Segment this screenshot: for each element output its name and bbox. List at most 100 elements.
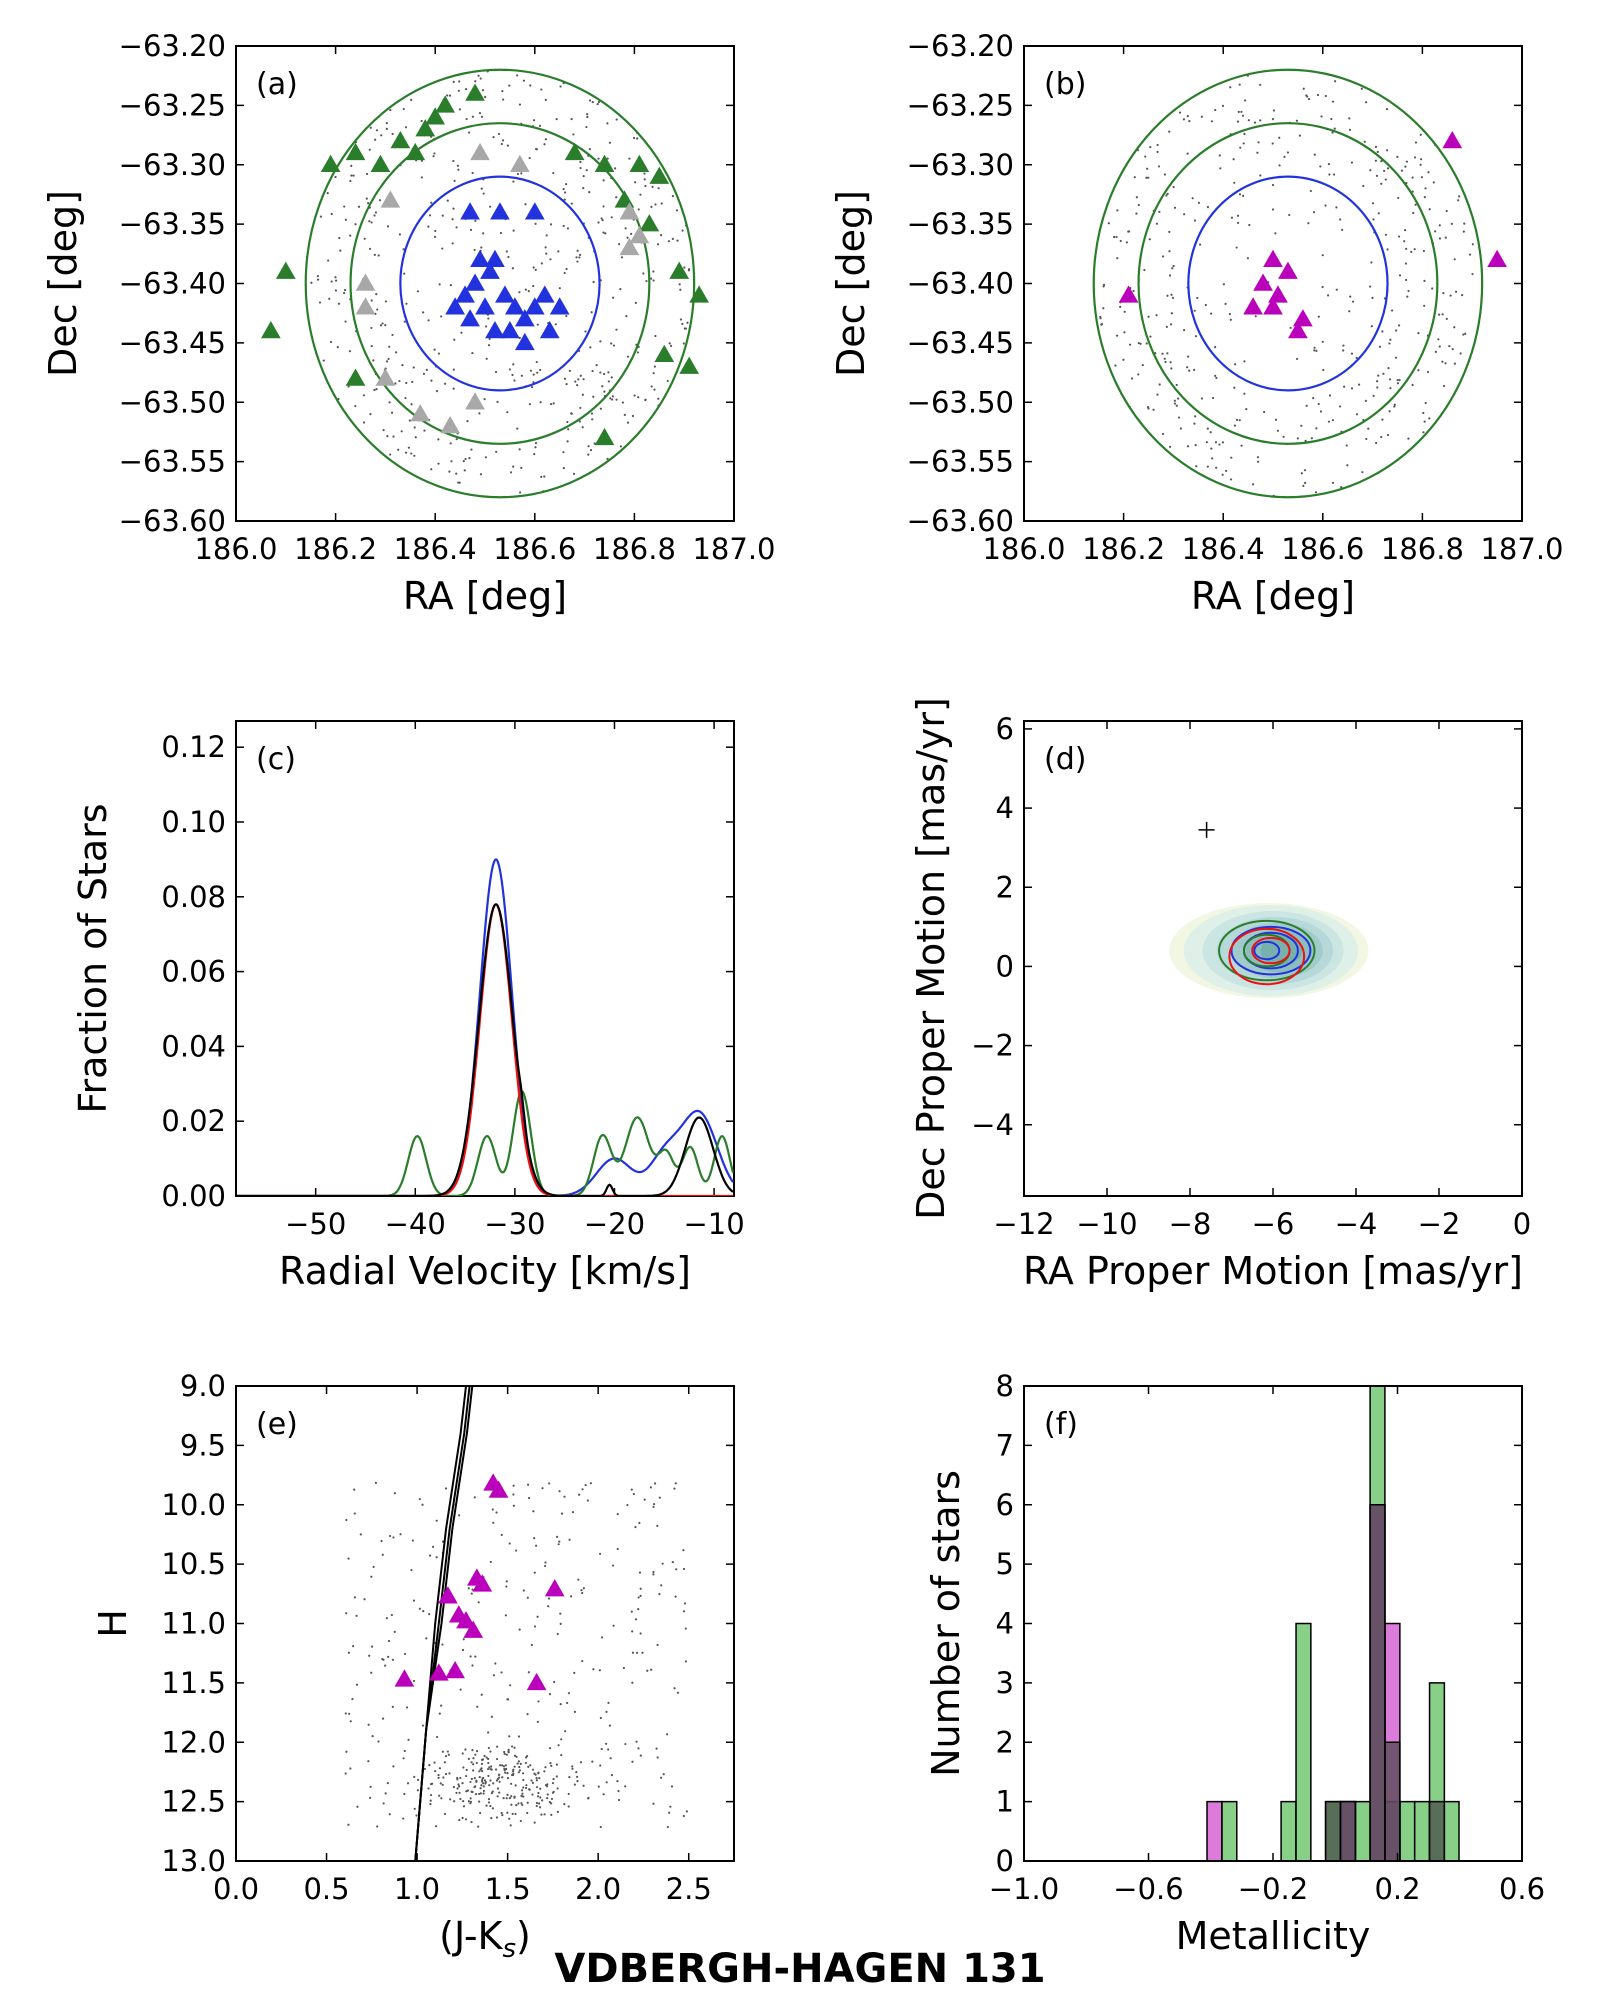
y-tick-label: 6 bbox=[996, 712, 1014, 746]
field-star-dot bbox=[634, 301, 637, 304]
cmd-star-dot bbox=[515, 1804, 518, 1807]
field-star-dot bbox=[1259, 174, 1262, 177]
field-star-dot bbox=[407, 446, 411, 449]
cmd-star-dot bbox=[635, 1651, 639, 1654]
field-star-dot bbox=[1271, 183, 1275, 187]
field-star-dot bbox=[1253, 121, 1257, 124]
cmd-star-dot bbox=[517, 1760, 520, 1763]
field-star-dot bbox=[1149, 145, 1152, 149]
field-star-dot bbox=[1102, 307, 1105, 310]
field-star-dot bbox=[385, 122, 388, 125]
cmd-star-dot bbox=[406, 1782, 410, 1785]
field-star-dot bbox=[1123, 310, 1126, 313]
cmd-star-dot bbox=[512, 1493, 515, 1496]
field-star-dot bbox=[487, 344, 491, 347]
field-star-dot bbox=[1186, 152, 1189, 155]
field-star-dot bbox=[372, 359, 375, 362]
field-star-dot bbox=[1458, 195, 1461, 198]
star-marker bbox=[1442, 130, 1463, 149]
field-star-dot bbox=[1259, 83, 1262, 86]
cmd-star-dot bbox=[505, 1797, 508, 1800]
field-star-dot bbox=[1378, 345, 1382, 348]
radius-circle-middle bbox=[349, 122, 651, 445]
cmd-star-dot bbox=[413, 1807, 416, 1810]
cmd-star-dot bbox=[487, 1746, 490, 1750]
cmd-star-dot bbox=[547, 1597, 551, 1600]
field-star-dot bbox=[495, 450, 498, 453]
field-star-dot bbox=[466, 420, 469, 423]
field-star-dot bbox=[1371, 296, 1374, 299]
field-star-dot bbox=[585, 125, 588, 129]
field-star-dot bbox=[1388, 378, 1392, 381]
field-star-dot bbox=[563, 271, 566, 275]
field-star-dot bbox=[619, 288, 622, 291]
field-star-dot bbox=[1407, 289, 1410, 293]
field-star-dot bbox=[549, 258, 552, 261]
cmd-star-dot bbox=[616, 1779, 619, 1783]
cmd-star-dot bbox=[459, 1797, 462, 1801]
cmd-star-dot bbox=[428, 1613, 431, 1616]
field-star-dot bbox=[606, 457, 609, 460]
cmd-star-dot bbox=[508, 1817, 511, 1820]
cmd-star-dot bbox=[415, 1814, 418, 1817]
cmd-star-dot bbox=[506, 1698, 509, 1701]
field-star-dot bbox=[1303, 469, 1307, 472]
panel-label: (d) bbox=[1044, 742, 1086, 777]
field-star-dot bbox=[1210, 120, 1213, 123]
field-star-dot bbox=[1210, 447, 1213, 450]
field-star-dot bbox=[392, 435, 395, 438]
field-star-dot bbox=[518, 291, 521, 294]
cmd-star-dot bbox=[575, 1770, 578, 1774]
field-star-dot bbox=[435, 390, 439, 393]
field-star-dot bbox=[683, 266, 686, 269]
cmd-star-dot bbox=[437, 1773, 440, 1777]
field-star-dot bbox=[1271, 118, 1275, 121]
cmd-star-dot bbox=[631, 1651, 635, 1654]
field-star-dot bbox=[636, 137, 639, 140]
cmd-star-dot bbox=[473, 1777, 476, 1780]
field-star-dot bbox=[451, 242, 454, 245]
field-star-dot bbox=[414, 436, 417, 439]
field-star-dot bbox=[378, 199, 382, 202]
cmd-star-dot bbox=[494, 1662, 497, 1665]
cmd-star-dot bbox=[559, 1703, 562, 1706]
cmd-star-dot bbox=[491, 1807, 494, 1810]
field-star-dot bbox=[437, 462, 440, 465]
rv-distribution-line bbox=[236, 903, 734, 1196]
cmd-star-dot bbox=[544, 1564, 547, 1568]
field-star-dot bbox=[1243, 132, 1246, 136]
cmd-star-dot bbox=[538, 1806, 542, 1809]
y-tick-label: −63.60 bbox=[119, 504, 226, 538]
star-marker bbox=[1243, 297, 1263, 315]
field-star-dot bbox=[469, 228, 473, 231]
cmd-star-dot bbox=[598, 1669, 601, 1672]
radius-circle-outer bbox=[1092, 68, 1484, 499]
field-star-dot bbox=[1321, 340, 1324, 343]
cmd-star-dot bbox=[382, 1802, 385, 1805]
cmd-star-dot bbox=[480, 1758, 484, 1761]
star-marker bbox=[1253, 273, 1273, 291]
field-star-dot bbox=[370, 326, 373, 330]
cmd-star-dot bbox=[510, 1795, 513, 1798]
member-star-marker bbox=[526, 1672, 547, 1691]
field-star-dot bbox=[1300, 472, 1303, 475]
cmd-star-dot bbox=[527, 1765, 530, 1768]
field-star-dot bbox=[1127, 230, 1130, 233]
field-star-dot bbox=[404, 451, 408, 454]
field-star-dot bbox=[375, 129, 379, 132]
field-star-dot bbox=[1102, 285, 1105, 288]
cmd-star-dot bbox=[598, 1552, 602, 1555]
cmd-star-dot bbox=[682, 1567, 686, 1571]
histogram-bar bbox=[1280, 1800, 1297, 1862]
cmd-star-dot bbox=[550, 1797, 554, 1801]
x-tick-label: 186.0 bbox=[982, 532, 1065, 566]
y-tick-label: 0.02 bbox=[161, 1104, 226, 1138]
field-star-dot bbox=[1233, 424, 1237, 427]
cmd-star-dot bbox=[656, 1756, 659, 1759]
field-star-dot bbox=[433, 152, 436, 155]
field-star-dot bbox=[480, 246, 483, 249]
cmd-star-dot bbox=[506, 1793, 509, 1796]
cmd-star-dot bbox=[617, 1798, 621, 1802]
field-star-dot bbox=[1119, 305, 1122, 309]
cmd-star-dot bbox=[372, 1565, 375, 1568]
